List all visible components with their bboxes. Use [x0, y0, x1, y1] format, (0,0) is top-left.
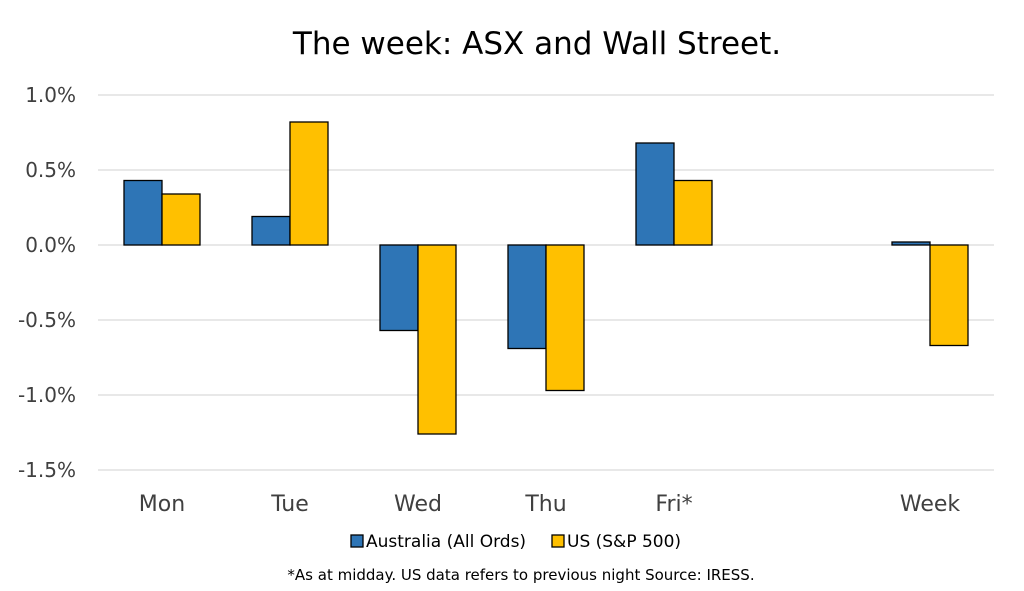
- y-tick-label: 0.0%: [25, 233, 76, 257]
- y-tick-label: 0.5%: [25, 158, 76, 182]
- bar-us-mon: [161, 193, 201, 246]
- bar-us-fri: [673, 179, 713, 246]
- y-tick-label: -0.5%: [18, 308, 76, 332]
- x-category-label: Mon: [139, 492, 185, 517]
- bar-australia-week: [891, 241, 931, 246]
- bar-australia-fri: [635, 142, 675, 246]
- bar-australia-wed: [379, 244, 419, 332]
- y-tick-label: 1.0%: [25, 83, 76, 107]
- legend-label-australia: Australia (All Ords): [366, 532, 526, 552]
- x-category-label: Tue: [270, 492, 309, 517]
- bar-us-week: [929, 244, 969, 347]
- footnote: *As at midday. US data refers to previou…: [287, 566, 754, 584]
- y-axis-ticks: 1.0% 0.5% 0.0% -0.5% -1.0% -1.5%: [18, 83, 76, 482]
- bar-us-thu: [545, 244, 585, 392]
- legend-swatch-us: [551, 534, 565, 548]
- bar-us-wed: [417, 244, 457, 435]
- bar-australia-mon: [123, 179, 163, 246]
- x-category-label: Week: [900, 492, 961, 517]
- bar-us-tue: [289, 121, 329, 246]
- legend-label-us: US (S&P 500): [567, 532, 681, 552]
- x-category-label: Fri*: [655, 492, 692, 517]
- y-tick-label: -1.5%: [18, 458, 76, 482]
- bar-australia-tue: [251, 215, 291, 246]
- x-axis-labels: Mon Tue Wed Thu Fri* Week: [139, 492, 961, 517]
- y-tick-label: -1.0%: [18, 383, 76, 407]
- legend: Australia (All Ords) US (S&P 500): [350, 532, 681, 552]
- x-category-label: Thu: [524, 492, 566, 517]
- chart-title: The week: ASX and Wall Street.: [292, 26, 781, 62]
- x-category-label: Wed: [394, 492, 442, 517]
- legend-swatch-australia: [350, 534, 364, 548]
- bars: [123, 121, 969, 435]
- bar-australia-thu: [507, 244, 547, 350]
